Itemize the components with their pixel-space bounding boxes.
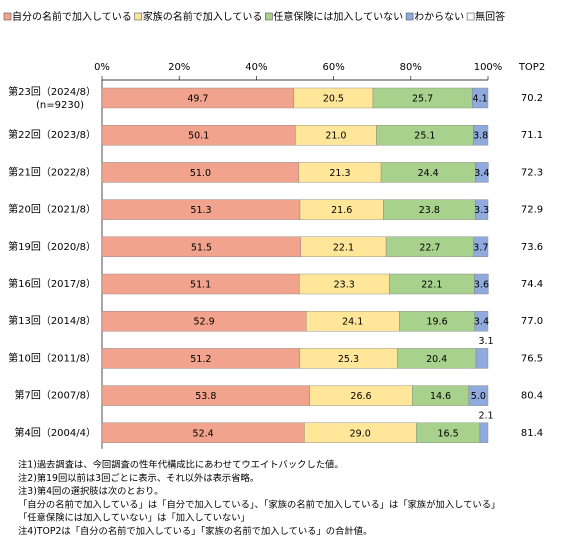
note: 注4)TOP2は「自分の名前で加入している」「家族の名前で加入している」の合計値… [18, 525, 372, 537]
data-label: 51.3 [190, 205, 211, 216]
legend-label: わからない [414, 11, 464, 23]
data-label: 22.7 [419, 242, 440, 253]
x-tick-label: 0% [94, 62, 110, 73]
data-label: 20.5 [323, 94, 344, 105]
data-label: 22.1 [421, 280, 442, 291]
legend-label: 任意保険には加入していない [273, 10, 403, 23]
y-tick-label: 第4回（2004/4） [14, 426, 96, 439]
legend-label: 家族の名前で加入している [143, 10, 263, 23]
data-label: 29.0 [350, 428, 371, 439]
bar-segment [473, 124, 489, 146]
x-tick-label: 100% [474, 62, 503, 73]
bar-segment [475, 348, 489, 369]
bar-segment [473, 236, 489, 258]
y-tick-label: 第13回（2014/8） [8, 314, 96, 327]
y-tick-label: 第19回（2020/8） [8, 240, 96, 253]
data-label: 51.1 [190, 280, 211, 291]
x-tick-label: 80% [400, 62, 422, 73]
top2-value: 72.9 [521, 205, 543, 216]
y-tick-label: 第16回（2017/8） [8, 277, 96, 290]
data-label: 21.0 [325, 131, 346, 142]
y-tick-label: 第23回（2024/8） [8, 85, 96, 98]
data-label: 25.3 [338, 354, 359, 365]
data-label: 51.0 [190, 168, 211, 179]
data-label: 26.6 [350, 391, 371, 402]
data-label: 51.2 [190, 354, 211, 365]
data-label: 23.3 [334, 280, 355, 291]
note: 注2)第19回以前は3回ごとに表示、それ以外は表示省略。 [18, 472, 259, 484]
data-label: 52.4 [193, 428, 214, 439]
top2-value: 71.1 [521, 130, 543, 141]
x-tick-label: 40% [245, 62, 267, 73]
data-label: 50.1 [188, 131, 209, 142]
bar-segment [474, 311, 489, 332]
bar-segment [474, 273, 489, 295]
note: 注1)過去調査は、今回調査の性年代構成比にあわせてウエイトバックした値。 [18, 459, 344, 471]
bar-segment [468, 385, 489, 406]
data-label: 52.9 [194, 317, 215, 328]
legend-swatch [134, 12, 143, 21]
data-label: 49.7 [187, 94, 208, 105]
data-label: 25.7 [412, 94, 433, 105]
data-label: 2.1 [478, 410, 493, 421]
data-label: 51.5 [191, 242, 212, 253]
y-tick-label: 第22回（2023/8） [8, 128, 96, 141]
legend-label: 自分の名前で加入している [12, 10, 132, 23]
x-tick-label: 60% [322, 62, 344, 73]
data-label: 53.8 [195, 391, 216, 402]
sample-note: (n=9230) [36, 100, 84, 111]
data-label: 16.5 [437, 428, 458, 439]
bar-segment [475, 162, 489, 183]
data-label: 3.8 [473, 131, 488, 142]
top2-value: 80.4 [521, 391, 543, 402]
legend-swatch [265, 12, 273, 21]
note: 「自分の名前で加入している」は「自分で加入している」、「家族の名前で加入している… [18, 498, 500, 510]
legend-label: 無回答 [475, 10, 505, 23]
top2-value: 73.6 [521, 242, 543, 253]
data-label: 3.3 [474, 205, 489, 216]
y-tick-label: 第10回（2011/8） [8, 351, 96, 364]
top2-value: 70.2 [521, 93, 543, 104]
top2-value: 76.5 [521, 353, 543, 364]
data-label: 20.4 [426, 354, 447, 365]
y-tick-label: 第7回（2007/8） [14, 389, 96, 402]
data-label: 23.8 [419, 205, 440, 216]
data-label: 14.6 [430, 391, 451, 402]
note: 「任意保険には加入していない」は「加入していない」 [18, 512, 250, 524]
data-label: 3.4 [474, 168, 489, 179]
data-label: 3.1 [478, 336, 493, 347]
data-label: 5.0 [471, 391, 486, 402]
legend-swatch [405, 12, 414, 21]
data-label: 21.3 [329, 168, 350, 179]
top2-value: 74.4 [521, 279, 543, 290]
data-label: 3.4 [474, 317, 489, 328]
legend-swatch [3, 12, 12, 21]
data-label: 19.6 [426, 317, 447, 328]
data-label: 25.1 [414, 131, 435, 142]
top2-value: 72.3 [521, 167, 543, 178]
legend-swatch [466, 12, 475, 21]
x-tick-label: 20% [168, 62, 190, 73]
bar-segment [475, 199, 489, 220]
data-label: 3.6 [474, 280, 489, 291]
top2-value: 81.4 [521, 428, 543, 439]
data-label: 24.1 [342, 317, 363, 328]
y-tick-label: 第21回（2022/8） [8, 165, 96, 178]
data-label: 3.7 [473, 242, 488, 253]
top2-value: 77.0 [521, 316, 543, 327]
bar-segment [479, 422, 489, 443]
data-label: 21.6 [331, 205, 352, 216]
top2-header: TOP2 [518, 62, 545, 73]
data-label: 22.1 [333, 242, 354, 253]
data-label: 24.4 [418, 168, 439, 179]
y-tick-label: 第20回（2021/8） [8, 203, 96, 216]
data-label: 4.1 [473, 94, 488, 105]
note: 注3)第4回の選択肢は次のとおり。 [18, 485, 163, 497]
bar-segment [471, 87, 489, 109]
